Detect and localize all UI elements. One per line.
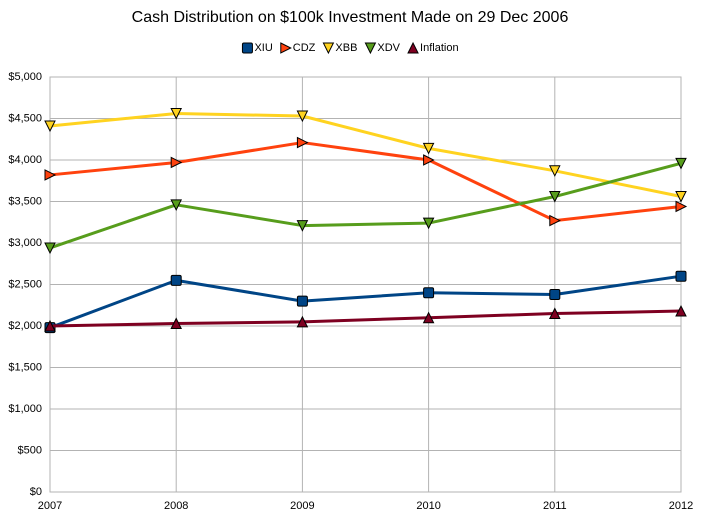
series-line [49, 112, 682, 198]
legend-label: XIU [254, 42, 272, 54]
y-tick-label: $2,000 [8, 320, 42, 332]
y-tick-label: $2,500 [8, 278, 42, 290]
marker [549, 214, 561, 227]
marker [44, 319, 56, 332]
marker [548, 191, 561, 203]
marker [280, 42, 292, 54]
x-tick-label: 2011 [543, 500, 567, 512]
marker [44, 169, 57, 181]
y-tick-label: $3,000 [8, 237, 42, 249]
marker [407, 41, 419, 54]
marker [548, 307, 561, 320]
marker [170, 108, 183, 120]
legend-label: CDZ [293, 42, 316, 54]
series-line [49, 141, 682, 223]
x-tick-label: 2008 [164, 500, 188, 512]
legend-item: XBB [322, 42, 357, 55]
legend-label: XBB [335, 42, 357, 54]
series-line [49, 161, 682, 250]
marker [170, 317, 183, 330]
marker [170, 199, 183, 211]
legend-item: XIU [241, 42, 273, 54]
marker [44, 242, 56, 255]
marker [548, 165, 561, 177]
y-tick-label: $0 [30, 486, 42, 498]
y-tick-label: $500 [18, 444, 42, 456]
marker [675, 200, 688, 213]
marker [675, 157, 687, 170]
legend-item: Inflation [407, 41, 459, 54]
series-line [49, 274, 682, 330]
marker [675, 304, 687, 317]
marker [296, 110, 309, 123]
marker [422, 217, 435, 230]
marker [296, 315, 309, 328]
marker [364, 42, 377, 55]
legend-label: Inflation [420, 42, 459, 54]
marker [675, 270, 687, 282]
y-tick-label: $1,500 [8, 361, 42, 373]
y-tick-label: $4,000 [8, 154, 42, 166]
marker [296, 295, 308, 307]
marker [241, 42, 253, 54]
marker [322, 42, 335, 55]
marker [675, 191, 687, 203]
marker [423, 287, 435, 299]
x-tick-label: 2012 [669, 500, 693, 512]
marker [44, 120, 56, 133]
legend-label: XDV [377, 42, 400, 54]
legend-item: CDZ [280, 42, 316, 54]
marker [170, 274, 182, 286]
marker [423, 154, 435, 166]
marker [296, 136, 309, 149]
plot-border [49, 76, 682, 493]
x-tick-label: 2010 [416, 500, 440, 512]
series-line [49, 309, 682, 328]
marker [422, 311, 435, 324]
y-tick-label: $3,500 [8, 195, 42, 207]
marker [296, 220, 309, 232]
legend: XIU CDZ XBB XDV Inflation [241, 41, 459, 55]
legend-item: XDV [364, 42, 401, 55]
marker [422, 142, 435, 155]
y-tick-label: $4,500 [8, 112, 42, 124]
x-tick-label: 2009 [290, 500, 314, 512]
marker [549, 288, 561, 300]
x-tick-label: 2007 [38, 500, 62, 512]
y-tick-label: $5,000 [8, 71, 42, 83]
marker [170, 156, 183, 169]
y-tick-label: $1,000 [8, 403, 42, 415]
chart-title: Cash Distribution on $100k Investment Ma… [132, 9, 569, 26]
